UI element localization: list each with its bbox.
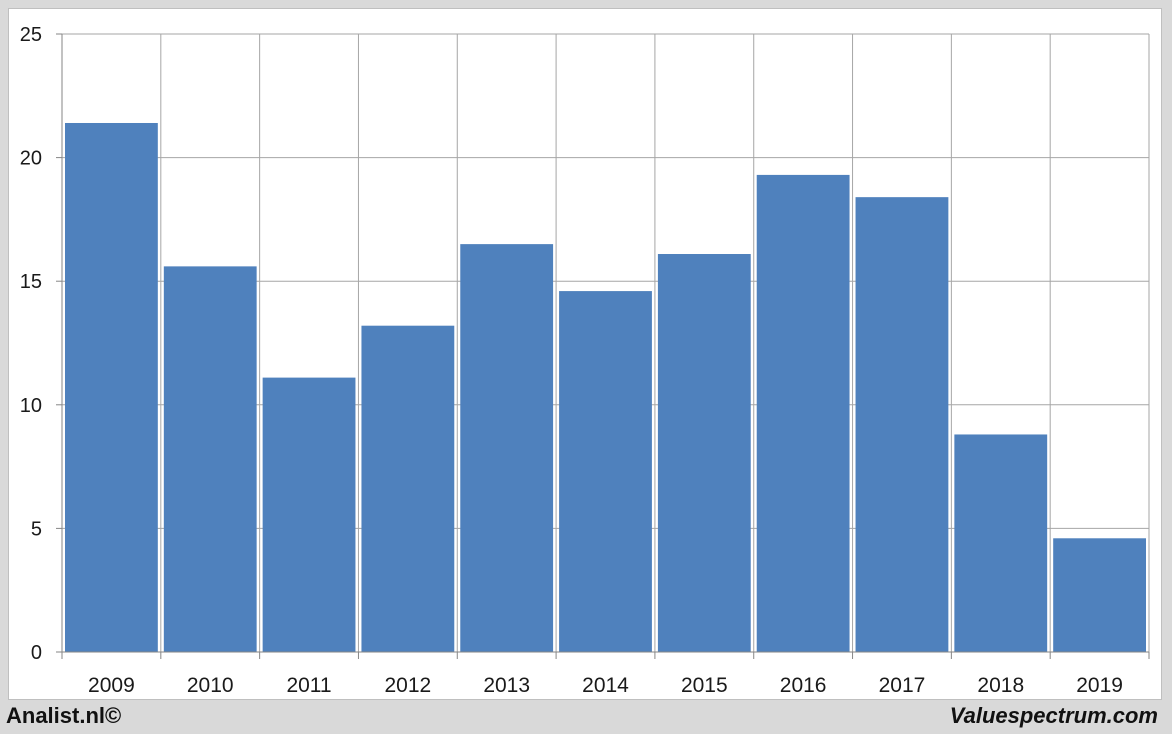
bar bbox=[657, 254, 751, 652]
footer-source-left: Analist.nl© bbox=[6, 703, 122, 728]
bar-layer bbox=[65, 122, 1146, 653]
bar bbox=[262, 377, 356, 652]
bar bbox=[361, 325, 455, 652]
bar-chart: 0 5 10 15 20 25 2009 2010 2011 2012 2013 2014 2015 20… bbox=[20, 24, 1150, 697]
x-tick-label: 2018 bbox=[977, 674, 1024, 697]
y-tick-label: 20 bbox=[20, 148, 42, 170]
bar bbox=[1053, 538, 1146, 652]
y-tick-label: 5 bbox=[31, 518, 42, 540]
x-tick-label: 2017 bbox=[879, 674, 926, 697]
x-tick-label: 2016 bbox=[780, 674, 827, 697]
x-tick-label: 2019 bbox=[1076, 674, 1123, 697]
bar bbox=[756, 174, 850, 653]
x-tick-label: 2011 bbox=[286, 674, 331, 697]
x-tick-label: 2009 bbox=[88, 674, 135, 697]
y-tick-label: 0 bbox=[31, 642, 42, 664]
bar bbox=[163, 266, 257, 652]
x-tick-label: 2012 bbox=[385, 674, 432, 697]
x-tick-label: 2010 bbox=[187, 674, 234, 697]
y-tick-label: 25 bbox=[20, 24, 42, 46]
x-tick-label: 2015 bbox=[681, 674, 728, 697]
bar bbox=[855, 197, 949, 653]
y-tick-label: 10 bbox=[20, 395, 42, 417]
bar bbox=[559, 291, 652, 652]
footer-source-right: Valuespectrum.com bbox=[949, 703, 1158, 728]
label-layer: 0 5 10 15 20 25 2009 2010 2011 2012 2013 2014 2015 20… bbox=[20, 24, 1123, 697]
y-tick-label: 15 bbox=[20, 271, 42, 293]
axis-layer bbox=[56, 33, 1150, 659]
bar bbox=[460, 244, 554, 652]
x-tick-label: 2014 bbox=[582, 674, 629, 697]
bar bbox=[954, 434, 1048, 652]
bar bbox=[65, 122, 158, 652]
x-tick-label: 2013 bbox=[483, 674, 530, 697]
